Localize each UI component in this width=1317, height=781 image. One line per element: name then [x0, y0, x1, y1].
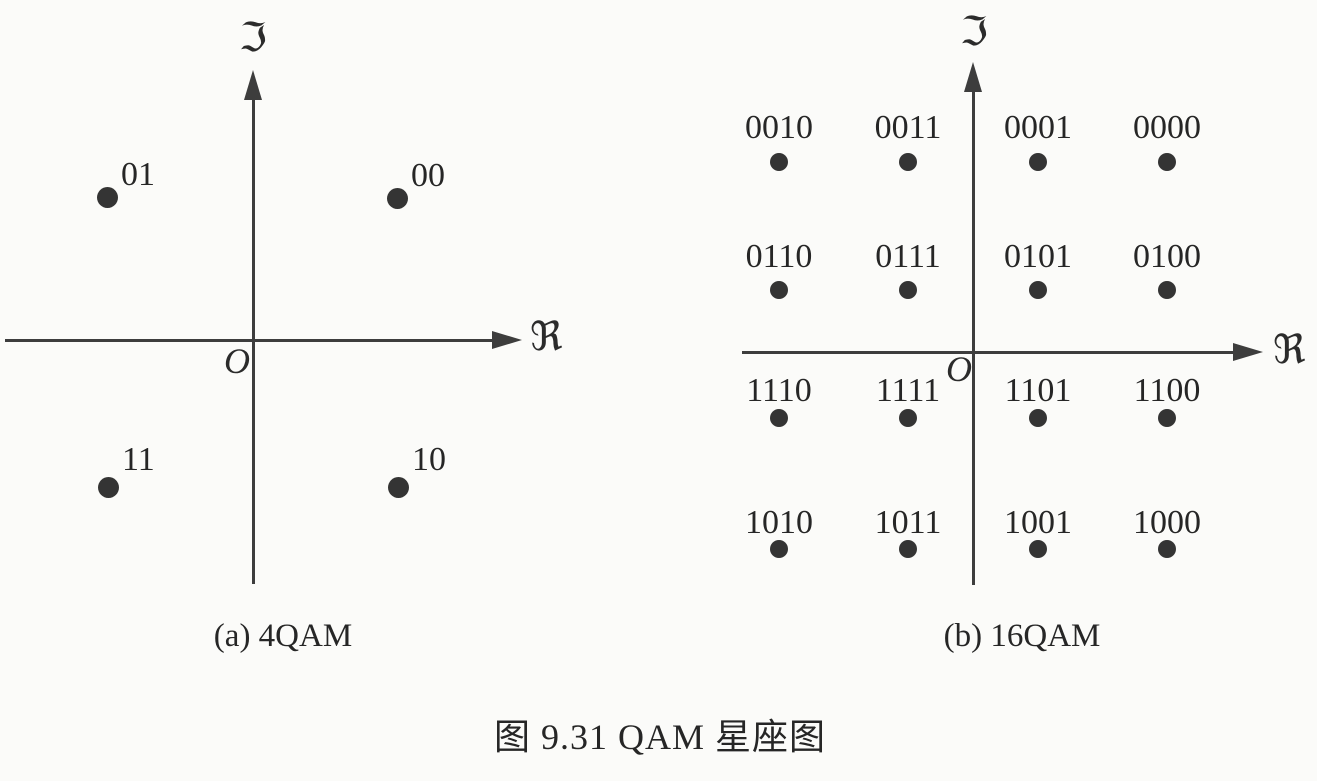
point-label: 0011 [874, 109, 942, 146]
point-dot [770, 540, 788, 558]
real-axis-arrowhead [1233, 343, 1263, 361]
point-label: 1111 [875, 372, 941, 409]
point-label: 1110 [746, 372, 812, 409]
point-dot [387, 188, 408, 209]
panel-caption-a: (a) 4QAM [213, 618, 353, 654]
point-label: 1000 [1133, 504, 1201, 541]
point-label: 1011 [874, 504, 942, 541]
point-dot [97, 187, 118, 208]
point-label: 0100 [1133, 238, 1201, 275]
origin-label: O [946, 349, 972, 389]
point-dot [98, 477, 119, 498]
point-label: 10 [412, 441, 446, 478]
point-label: 0010 [745, 109, 813, 146]
imag-axis [972, 88, 975, 585]
origin-label: O [224, 341, 250, 381]
real-axis-arrowhead [492, 331, 522, 349]
point-dot [1029, 153, 1047, 171]
imag-axis-arrowhead [964, 62, 982, 92]
point-dot [1029, 540, 1047, 558]
point-label: 00 [411, 157, 445, 194]
real-axis [5, 339, 493, 342]
point-label: 0001 [1004, 109, 1072, 146]
point-dot [770, 409, 788, 427]
point-dot [388, 477, 409, 498]
point-dot [899, 281, 917, 299]
point-dot [1158, 281, 1176, 299]
point-label: 0111 [875, 238, 941, 275]
point-dot [899, 409, 917, 427]
point-label: 11 [122, 441, 155, 478]
imag-axis-label: ℑ [960, 9, 988, 55]
point-dot [770, 281, 788, 299]
point-label: 1101 [1004, 372, 1072, 409]
point-dot [1029, 281, 1047, 299]
point-dot [899, 153, 917, 171]
point-dot [1158, 153, 1176, 171]
real-axis-label: ℜ [1273, 327, 1306, 373]
imag-axis-label: ℑ [239, 15, 267, 61]
point-dot [1029, 409, 1047, 427]
point-label: 1001 [1004, 504, 1072, 541]
imag-axis-arrowhead [244, 70, 262, 100]
point-dot [1158, 540, 1176, 558]
point-dot [899, 540, 917, 558]
point-dot [770, 153, 788, 171]
real-axis-label: ℜ [530, 314, 563, 360]
point-label: 1010 [745, 504, 813, 541]
point-label: 0000 [1133, 109, 1201, 146]
real-axis [742, 351, 1235, 354]
figure-caption: 图 9.31 QAM 星座图 [493, 717, 827, 757]
point-label: 0101 [1004, 238, 1072, 275]
point-dot [1158, 409, 1176, 427]
point-label: 0110 [745, 238, 813, 275]
panel-caption-b: (b) 16QAM [943, 618, 1101, 654]
point-label: 1100 [1133, 372, 1201, 409]
point-label: 01 [121, 156, 155, 193]
